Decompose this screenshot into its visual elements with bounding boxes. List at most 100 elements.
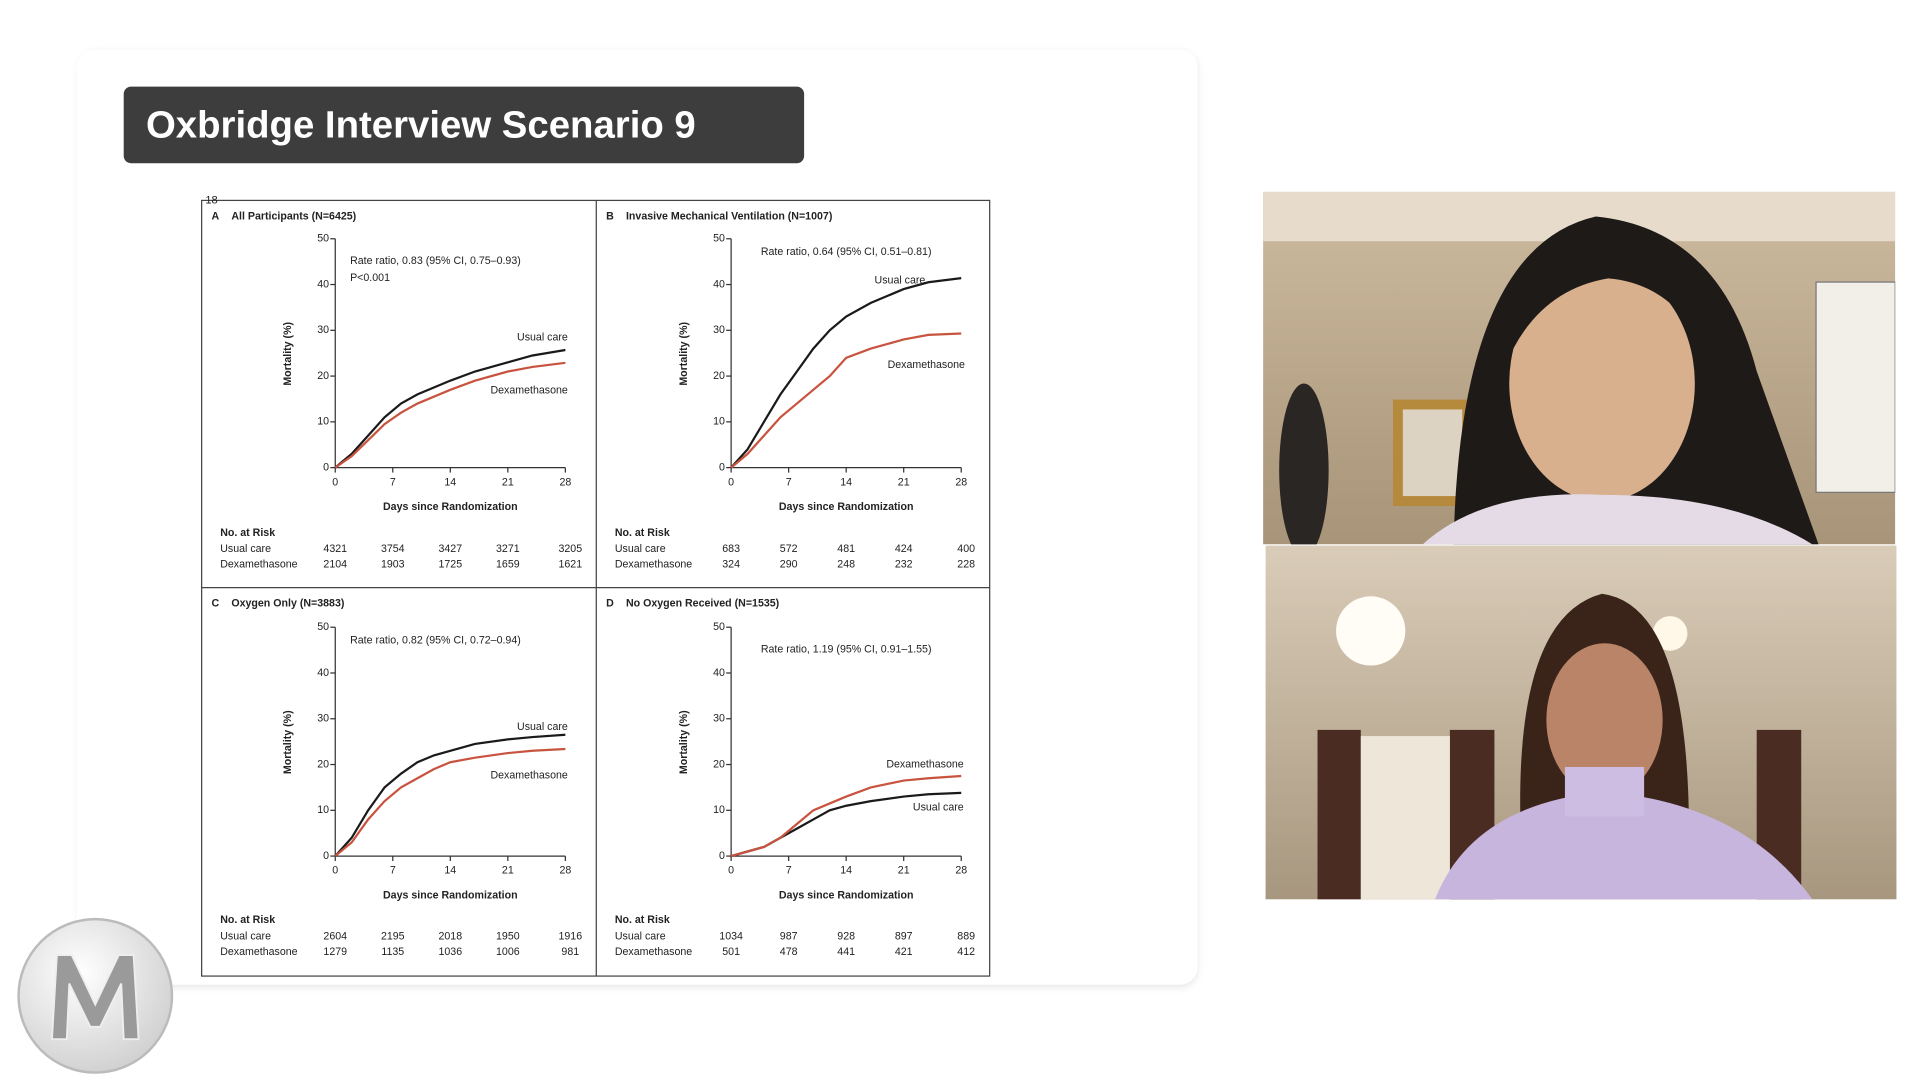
risk-table-title: No. at Risk — [220, 914, 275, 926]
x-axis-label: Days since Randomization — [383, 501, 518, 513]
series-line — [730, 277, 962, 469]
y-tick-label: 20 — [713, 370, 725, 382]
risk-value: 1006 — [496, 946, 520, 958]
y-tick-label: 20 — [317, 370, 329, 382]
risk-table-title: No. at Risk — [615, 914, 670, 926]
logo — [17, 917, 174, 1074]
chart-title: All Participants (N=6425) — [231, 210, 356, 222]
annotation: Rate ratio, 0.64 (95% CI, 0.51–0.81) — [761, 246, 932, 258]
x-tick-label: 0 — [728, 865, 734, 877]
risk-row-name: Usual care — [220, 930, 271, 942]
risk-value: 1950 — [496, 930, 520, 942]
risk-value: 928 — [837, 930, 855, 942]
risk-value: 981 — [561, 946, 579, 958]
risk-row-name: Usual care — [615, 930, 666, 942]
x-axis-label: Days since Randomization — [779, 889, 914, 901]
y-tick-label: 10 — [713, 416, 725, 428]
y-tick-label: 0 — [719, 461, 725, 473]
x-tick-label: 14 — [444, 476, 456, 488]
x-tick-label: 28 — [955, 865, 967, 877]
y-tick-label: 20 — [317, 758, 329, 770]
risk-value: 3205 — [558, 543, 582, 555]
risk-row-name: Usual care — [615, 543, 666, 555]
series-line — [334, 733, 566, 857]
x-tick-label: 7 — [390, 476, 396, 488]
x-tick-label: 7 — [786, 865, 792, 877]
series-label: Dexamethasone — [886, 758, 963, 770]
series-label: Usual care — [913, 802, 964, 814]
series-line — [334, 747, 566, 857]
risk-value: 478 — [780, 946, 798, 958]
figure: A All Participants (N=6425) 0 10 20 30 40 50 0 7 1… — [212, 210, 976, 957]
risk-value: 683 — [722, 543, 740, 555]
chart-title: Oxygen Only (N=3883) — [231, 598, 345, 610]
y-axis-label: Mortality (%) — [282, 321, 294, 385]
x-tick-label: 28 — [955, 476, 967, 488]
series-line — [730, 332, 962, 469]
risk-value: 1659 — [496, 559, 520, 571]
risk-row-name: Dexamethasone — [220, 946, 297, 958]
y-tick-label: 40 — [317, 278, 329, 290]
y-axis-label: Mortality (%) — [678, 321, 690, 385]
risk-value: 481 — [837, 543, 855, 555]
risk-row-name: Dexamethasone — [615, 946, 692, 958]
risk-value: 1279 — [323, 946, 347, 958]
y-tick-label: 10 — [317, 416, 329, 428]
x-axis-label: Days since Randomization — [383, 889, 518, 901]
risk-table-title: No. at Risk — [220, 527, 275, 539]
video-tile — [1265, 545, 1897, 900]
series-line — [334, 361, 566, 469]
y-tick-label: 30 — [317, 324, 329, 336]
risk-value: 421 — [895, 946, 913, 958]
risk-value: 2604 — [323, 930, 347, 942]
risk-value: 3271 — [496, 543, 520, 555]
slide-title: Oxbridge Interview Scenario 9 — [146, 104, 696, 147]
risk-value: 889 — [957, 930, 975, 942]
risk-row-name: Dexamethasone — [615, 559, 692, 571]
risk-value: 572 — [780, 543, 798, 555]
series-label: Usual care — [517, 332, 568, 344]
x-tick-label: 0 — [332, 865, 338, 877]
risk-row-name: Dexamethasone — [220, 559, 297, 571]
y-tick-label: 0 — [323, 850, 329, 862]
risk-value: 2195 — [381, 930, 405, 942]
risk-table-title: No. at Risk — [615, 527, 670, 539]
series-label: Dexamethasone — [888, 359, 965, 371]
series-line — [730, 774, 962, 858]
risk-value: 1725 — [438, 559, 462, 571]
chart-title: Invasive Mechanical Ventilation (N=1007) — [626, 210, 833, 222]
y-tick-label: 30 — [713, 713, 725, 725]
title-banner — [123, 86, 805, 164]
risk-value: 3754 — [381, 543, 405, 555]
panel-letter: C — [212, 598, 220, 610]
panel-letter: A — [212, 210, 220, 222]
page-number: 18 — [205, 194, 217, 206]
risk-value: 1135 — [381, 946, 404, 958]
risk-value: 2018 — [438, 930, 462, 942]
annotation: P<0.001 — [350, 272, 390, 284]
risk-value: 2104 — [323, 559, 347, 571]
x-tick-label: 28 — [559, 476, 571, 488]
risk-value: 324 — [722, 559, 740, 571]
x-tick-label: 14 — [840, 865, 852, 877]
risk-value: 3427 — [438, 543, 462, 555]
series-line — [334, 348, 566, 469]
risk-value: 1621 — [558, 559, 582, 571]
y-tick-label: 0 — [323, 461, 329, 473]
risk-row-name: Usual care — [220, 543, 271, 555]
y-tick-label: 20 — [713, 758, 725, 770]
risk-value: 248 — [837, 559, 855, 571]
y-tick-label: 10 — [713, 804, 725, 816]
x-tick-label: 21 — [502, 476, 514, 488]
y-axis-label: Mortality (%) — [678, 710, 690, 774]
y-tick-label: 10 — [317, 804, 329, 816]
x-tick-label: 21 — [898, 865, 910, 877]
series-label: Dexamethasone — [490, 769, 567, 781]
risk-value: 1034 — [719, 930, 743, 942]
video-tile — [1263, 191, 1896, 545]
risk-value: 897 — [895, 930, 913, 942]
x-tick-label: 14 — [840, 476, 852, 488]
risk-value: 987 — [780, 930, 798, 942]
x-tick-label: 7 — [390, 865, 396, 877]
